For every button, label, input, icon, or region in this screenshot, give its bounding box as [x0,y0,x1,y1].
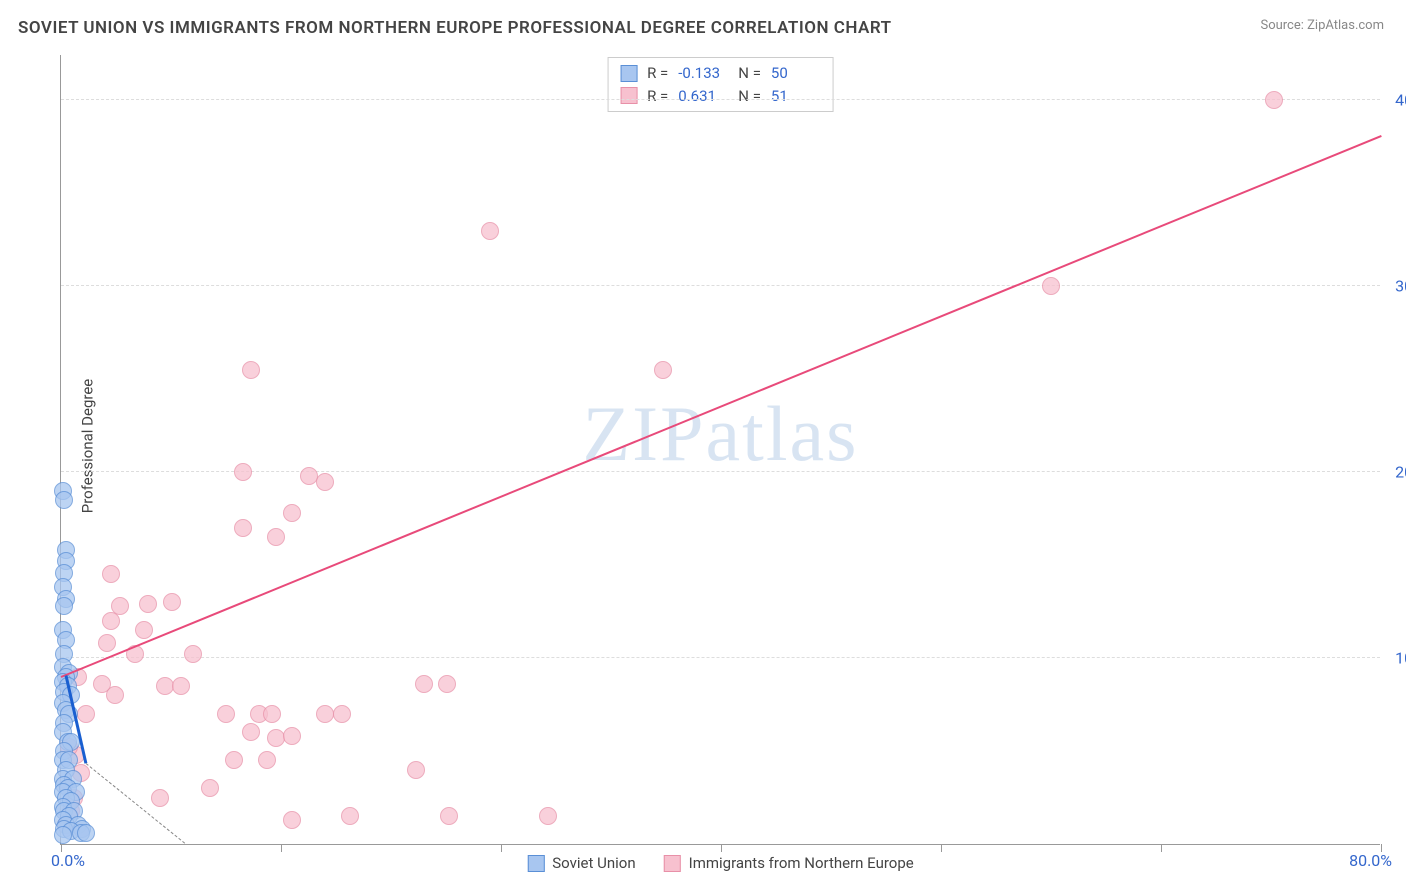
data-point [415,675,433,693]
y-tick-label: 30.0% [1395,277,1406,296]
stats-row-a: R = -0.133 N = 50 [620,62,821,85]
x-tick [61,844,62,852]
data-point [234,463,252,481]
data-point [267,528,285,546]
data-point [333,705,351,723]
x-tick [1161,844,1162,852]
data-point [55,491,73,509]
legend-swatch-a [527,855,544,872]
data-point [102,612,120,630]
y-tick-label: 10.0% [1395,649,1406,668]
r-value-b: 0.631 [678,85,728,108]
data-point [407,761,425,779]
y-tick-label: 20.0% [1395,463,1406,482]
swatch-b [620,87,637,104]
y-tick-label: 40.0% [1395,91,1406,110]
data-point [201,779,219,797]
data-point [316,705,334,723]
regression-line [61,136,1382,679]
legend-label-b: Immigrants from Northern Europe [689,854,914,872]
gridline [61,99,1380,100]
data-point [440,807,458,825]
data-point [217,705,235,723]
x-tick [1381,844,1382,852]
data-point [283,504,301,522]
data-point [234,519,252,537]
data-point [1042,277,1060,295]
r-label-a: R = [647,62,668,85]
data-point [172,677,190,695]
swatch-a [620,65,637,82]
data-point [316,473,334,491]
data-point [163,593,181,611]
data-point [135,621,153,639]
data-point [654,361,672,379]
data-point [139,595,157,613]
regression-extension [85,763,185,844]
gridline [61,657,1380,658]
stats-legend: R = -0.133 N = 50 R = 0.631 N = 51 [607,57,834,112]
legend-swatch-b [664,855,681,872]
watermark: ZIPatlas [583,389,859,479]
x-tick [941,844,942,852]
data-point [438,675,456,693]
r-label-b: R = [647,85,668,108]
data-point [102,565,120,583]
x-axis-max-label: 80.0% [1349,851,1392,870]
x-tick [281,844,282,852]
data-point [106,686,124,704]
legend-label-a: Soviet Union [552,854,635,872]
x-axis-min-label: 0.0% [51,851,85,870]
data-point [156,677,174,695]
data-point [263,705,281,723]
n-value-b: 51 [771,85,821,108]
data-point [77,705,95,723]
bottom-legend: Soviet Union Immigrants from Northern Eu… [527,854,913,872]
chart-title: SOVIET UNION VS IMMIGRANTS FROM NORTHERN… [18,18,892,38]
n-label-a: N = [738,62,761,85]
data-point [258,751,276,769]
data-point [481,222,499,240]
r-value-a: -0.133 [678,62,728,85]
stats-row-b: R = 0.631 N = 51 [620,85,821,108]
data-point [184,645,202,663]
data-point [283,727,301,745]
data-point [300,467,318,485]
data-point [54,826,72,844]
data-point [77,824,95,842]
plot-area: ZIPatlas R = -0.133 N = 50 R = 0.631 N =… [60,55,1380,845]
legend-item-a: Soviet Union [527,854,635,872]
data-point [55,597,73,615]
data-point [98,634,116,652]
data-point [539,807,557,825]
data-point [341,807,359,825]
data-point [242,361,260,379]
x-tick [501,844,502,852]
data-point [242,723,260,741]
data-point [267,729,285,747]
n-value-a: 50 [771,62,821,85]
data-point [151,789,169,807]
data-point [283,811,301,829]
data-point [1265,91,1283,109]
legend-item-b: Immigrants from Northern Europe [664,854,914,872]
data-point [225,751,243,769]
n-label-b: N = [738,85,761,108]
source-attribution: Source: ZipAtlas.com [1260,18,1384,33]
gridline [61,285,1380,286]
gridline [61,471,1380,472]
x-tick [721,844,722,852]
